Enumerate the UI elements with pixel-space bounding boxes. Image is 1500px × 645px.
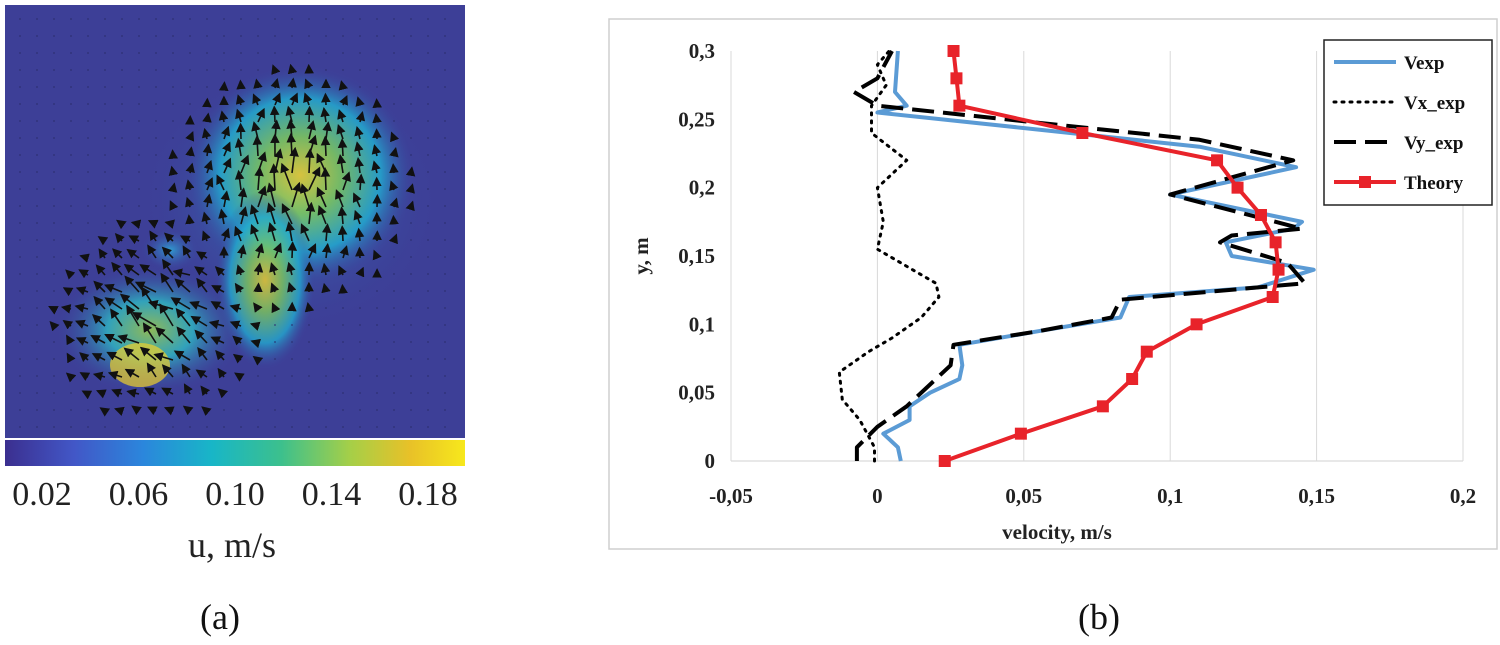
panel-a: 0.02 0.06 0.10 0.14 0.18 u, m/s (a) — [0, 0, 470, 641]
y-tick-label: 0,25 — [678, 107, 715, 131]
velocity-field-heatmap: 0.02 0.06 0.10 0.14 0.18 u, m/s — [0, 0, 470, 640]
y-tick-label: 0 — [705, 449, 716, 473]
theory-marker — [1232, 182, 1244, 194]
x-tick-label: -0,05 — [709, 484, 753, 508]
theory-marker — [948, 45, 960, 57]
panel-b: -0,05 0 0,05 0,1 0,15 0,2 0 0,05 0,1 0,15 0,2 0,25 0… — [608, 18, 1500, 578]
panel-a-label: (a) — [200, 596, 240, 638]
y-tick-label: 0,1 — [689, 312, 715, 336]
x-tick-label: 0,05 — [1005, 484, 1042, 508]
theory-marker — [1076, 127, 1088, 139]
colorbar-tick-3: 0.14 — [302, 476, 362, 513]
theory-marker — [1126, 373, 1138, 385]
theory-marker — [1015, 428, 1027, 440]
colorbar-label: u, m/s — [188, 525, 276, 565]
y-axis-label: y, m — [629, 237, 653, 275]
x-tick-label: 0,1 — [1157, 484, 1183, 508]
theory-marker — [1097, 400, 1109, 412]
legend-label-2: Vy_exp — [1404, 133, 1463, 154]
colorbar-tick-4: 0.18 — [398, 476, 458, 513]
x-tick-label: 0 — [872, 484, 883, 508]
theory-marker — [950, 72, 962, 84]
legend-label-1: Vx_exp — [1404, 93, 1465, 114]
theory-marker — [1191, 318, 1203, 330]
theory-marker — [1270, 236, 1282, 248]
theory-marker — [1211, 154, 1223, 166]
x-tick-label: 0,15 — [1298, 484, 1335, 508]
theory-marker — [939, 455, 951, 467]
y-tick-label: 0,2 — [689, 176, 715, 200]
legend-label-3: Theory — [1404, 173, 1464, 194]
colorbar-tick-labels: 0.02 0.06 0.10 0.14 0.18 — [12, 476, 458, 513]
theory-marker — [1255, 209, 1267, 221]
velocity-profile-chart: -0,05 0 0,05 0,1 0,15 0,2 0 0,05 0,1 0,15 0,2 0,25 0… — [608, 18, 1500, 558]
theory-marker — [1267, 291, 1279, 303]
panel-b-label: (b) — [1078, 596, 1120, 638]
colorbar-tick-0: 0.02 — [12, 476, 72, 513]
colorbar-tick-1: 0.06 — [109, 476, 169, 513]
colorbar — [5, 440, 465, 466]
y-tick-label: 0,05 — [678, 381, 715, 405]
y-tick-label: 0,15 — [678, 244, 715, 268]
legend-marker — [1359, 176, 1371, 188]
theory-marker — [1273, 264, 1285, 276]
x-tick-label: 0,2 — [1450, 484, 1476, 508]
x-axis-label: velocity, m/s — [1002, 520, 1112, 544]
theory-marker — [953, 100, 965, 112]
legend-label-0: Vexp — [1404, 53, 1444, 74]
theory-marker — [1141, 346, 1153, 358]
y-tick-label: 0,3 — [689, 39, 715, 63]
colorbar-tick-2: 0.10 — [205, 476, 265, 513]
